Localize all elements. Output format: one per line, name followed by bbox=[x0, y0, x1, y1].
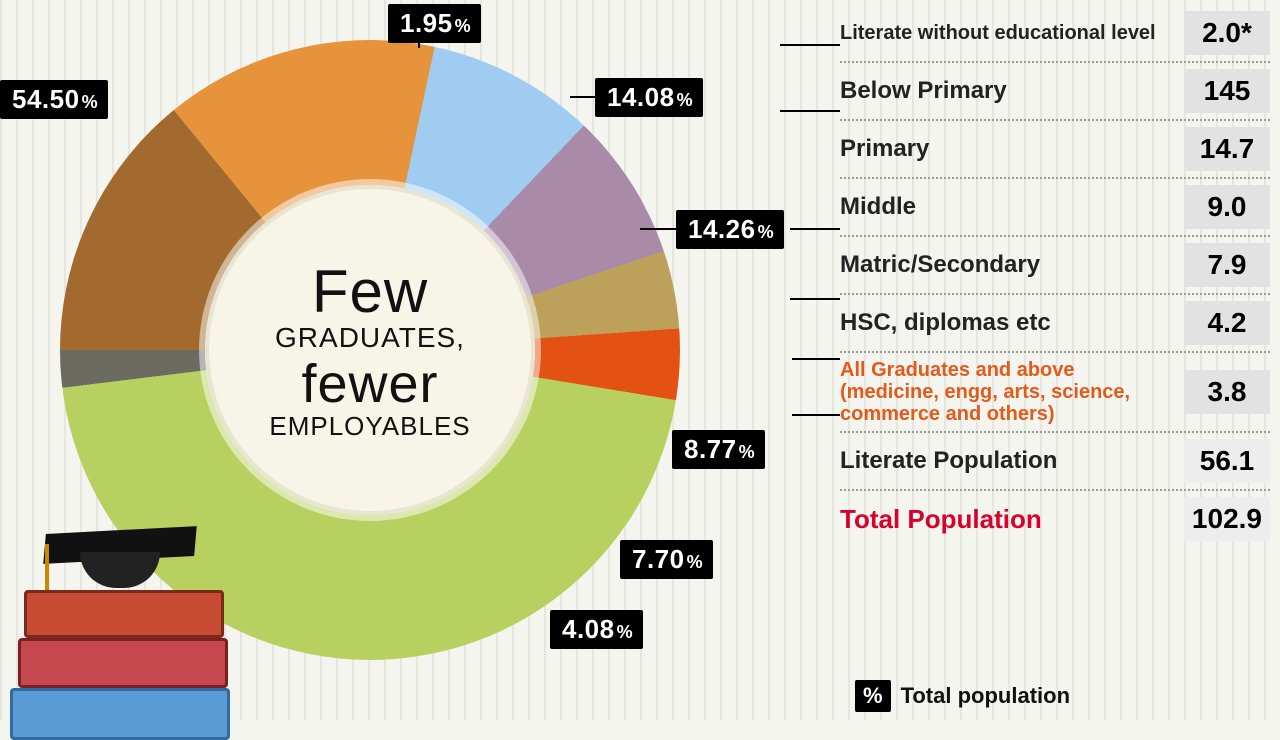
legend-row: Total Population102.9 bbox=[840, 491, 1270, 547]
percent-sign: % bbox=[455, 16, 472, 37]
legend-label: Total Population bbox=[840, 505, 1184, 534]
center-line3: fewer bbox=[269, 356, 470, 413]
cap-base bbox=[80, 552, 160, 588]
legend-row: All Graduates and above (medicine, engg,… bbox=[840, 353, 1270, 433]
percent-sign: % bbox=[677, 90, 694, 111]
callout-54-50: 54.50% bbox=[0, 80, 108, 119]
callout-8-77: 8.77% bbox=[672, 430, 765, 469]
callout-4-08: 4.08% bbox=[550, 610, 643, 649]
legend-row: Literate without educational level2.0* bbox=[840, 5, 1270, 63]
percent-chip: % Total population bbox=[855, 680, 1070, 712]
legend-label: Literate without educational level bbox=[840, 22, 1184, 44]
legend-row: Literate Population56.1 bbox=[840, 433, 1270, 491]
book-red bbox=[18, 638, 228, 688]
center-line1: Few bbox=[269, 260, 470, 323]
legend-value: 14.7 bbox=[1184, 127, 1270, 171]
callout-value: 4.08 bbox=[562, 614, 615, 645]
percent-sign: % bbox=[758, 222, 775, 243]
callout-lead bbox=[570, 96, 600, 98]
cap-tassel bbox=[45, 544, 49, 590]
graduation-cap bbox=[45, 530, 195, 590]
callout-value: 14.08 bbox=[607, 82, 675, 113]
legend-value: 102.9 bbox=[1184, 497, 1270, 541]
legend-row: Primary14.7 bbox=[840, 121, 1270, 179]
donut-center: Few GRADUATES, fewer EMPLOYABLES bbox=[205, 185, 535, 515]
center-text: Few GRADUATES, fewer EMPLOYABLES bbox=[269, 260, 470, 440]
legend-value: 4.2 bbox=[1184, 301, 1270, 345]
percent-sign: % bbox=[687, 552, 704, 573]
legend: Literate without educational level2.0*Be… bbox=[840, 5, 1270, 547]
percent-sign: % bbox=[739, 442, 756, 463]
callout-lead bbox=[418, 38, 420, 48]
legend-row: HSC, diplomas etc4.2 bbox=[840, 295, 1270, 353]
legend-label: Literate Population bbox=[840, 448, 1184, 474]
legend-value: 7.9 bbox=[1184, 243, 1270, 287]
connector-line bbox=[792, 358, 840, 360]
connector-line bbox=[790, 298, 840, 300]
legend-value: 2.0* bbox=[1184, 11, 1270, 55]
legend-label: Matric/Secondary bbox=[840, 252, 1184, 278]
callout-value: 54.50 bbox=[12, 84, 80, 115]
callout-value: 14.26 bbox=[688, 214, 756, 245]
connector-line bbox=[792, 414, 840, 416]
connector-line bbox=[790, 228, 840, 230]
book-blue bbox=[10, 688, 230, 740]
legend-row: Below Primary145 bbox=[840, 63, 1270, 121]
legend-label: Middle bbox=[840, 194, 1184, 220]
center-line2: GRADUATES, bbox=[269, 323, 470, 352]
callout-value: 7.70 bbox=[632, 544, 685, 575]
callout-value: 1.95 bbox=[400, 8, 453, 39]
book-orange bbox=[24, 590, 224, 638]
callout-value: 8.77 bbox=[684, 434, 737, 465]
legend-value: 145 bbox=[1184, 69, 1270, 113]
percent-sign: % bbox=[82, 92, 99, 113]
callout-14-26: 14.26% bbox=[676, 210, 784, 249]
callout-1-95: 1.95% bbox=[388, 4, 481, 43]
callout-7-70: 7.70% bbox=[620, 540, 713, 579]
percent-chip-label: Total population bbox=[901, 683, 1070, 709]
center-line4: EMPLOYABLES bbox=[269, 413, 470, 440]
callout-lead bbox=[640, 228, 680, 230]
percent-sign: % bbox=[617, 622, 634, 643]
legend-value: 9.0 bbox=[1184, 185, 1270, 229]
legend-row: Middle9.0 bbox=[840, 179, 1270, 237]
legend-label: Below Primary bbox=[840, 78, 1184, 104]
books-illustration bbox=[0, 500, 250, 740]
connector-line bbox=[780, 44, 840, 46]
percent-chip-badge: % bbox=[855, 680, 891, 712]
legend-value: 56.1 bbox=[1184, 439, 1270, 483]
legend-label: HSC, diplomas etc bbox=[840, 310, 1184, 336]
legend-label: All Graduates and above (medicine, engg,… bbox=[840, 359, 1184, 425]
legend-value: 3.8 bbox=[1184, 370, 1270, 414]
legend-row: Matric/Secondary7.9 bbox=[840, 237, 1270, 295]
callout-14-08: 14.08% bbox=[595, 78, 703, 117]
stage: Few GRADUATES, fewer EMPLOYABLES Literat… bbox=[0, 0, 1280, 720]
legend-label: Primary bbox=[840, 136, 1184, 162]
connector-line bbox=[780, 110, 840, 112]
